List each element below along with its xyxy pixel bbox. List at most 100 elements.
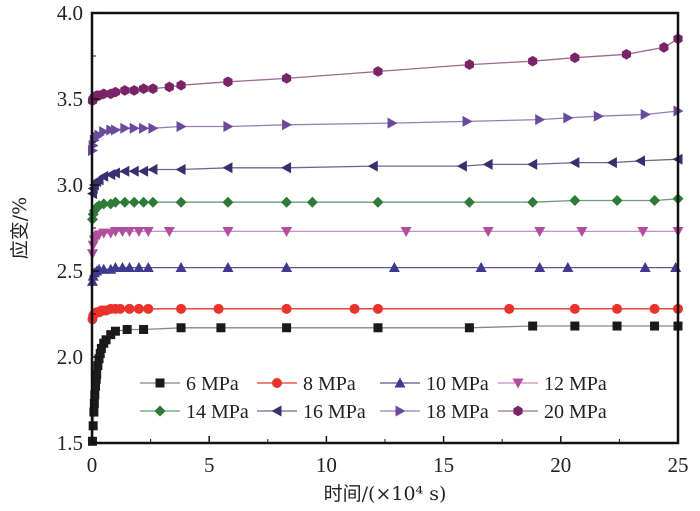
legend-item: 10 MPa [380, 373, 489, 395]
data-point [463, 196, 475, 208]
data-point [147, 196, 159, 208]
series-line [91, 110, 679, 151]
data-point [98, 170, 109, 182]
data-point [606, 157, 617, 169]
data-point [372, 303, 383, 314]
data-point [222, 162, 233, 174]
data-point [527, 158, 538, 170]
data-point [98, 263, 110, 274]
legend: 6 MPa 8 MPa 10 MPa 12 MPa 14 MPa 16 MPa 18 MPa… [140, 373, 607, 423]
data-point [611, 194, 623, 206]
data-point [110, 326, 120, 336]
data-point [570, 321, 580, 331]
data-point [133, 226, 145, 237]
data-point [534, 262, 546, 273]
y-tick-label: 3.5 [57, 87, 83, 111]
data-point [116, 226, 128, 237]
legend-item: 16 MPa [257, 401, 366, 423]
data-point [349, 303, 360, 314]
legend-label: 10 MPa [426, 373, 489, 395]
data-point [133, 303, 144, 314]
data-point [222, 196, 234, 208]
legend-item: 6 MPa [140, 373, 239, 395]
data-point [372, 196, 384, 208]
data-point [164, 81, 174, 93]
data-point [535, 114, 546, 126]
data-point [119, 165, 130, 177]
series-20-mpa [87, 33, 683, 107]
x-tick-label: 0 [87, 453, 98, 477]
data-point [462, 115, 473, 127]
data-point [99, 126, 110, 138]
data-point [528, 321, 538, 331]
data-point [93, 361, 103, 371]
data-point [527, 196, 539, 208]
series-line [91, 230, 678, 254]
ticks-layer: 0 5 10 15 20 25 1.5 2.0 2.5 3.0 3.5 4.0 [57, 1, 689, 477]
series-line [91, 158, 679, 194]
data-point [373, 66, 383, 77]
data-point [129, 122, 140, 134]
data-point [148, 83, 158, 94]
y-axis-label: 应变/% [9, 197, 31, 259]
data-point [569, 303, 580, 314]
data-point [282, 323, 292, 333]
data-point [120, 85, 130, 96]
data-point [139, 122, 150, 134]
x-axis-label: 时间/(×10⁴ s) [324, 483, 447, 505]
series-10-mpa [86, 262, 682, 286]
data-point [281, 262, 293, 273]
data-point [91, 381, 101, 391]
data-point [213, 303, 224, 314]
legend-label: 16 MPa [303, 401, 366, 423]
legend-item: 14 MPa [140, 401, 249, 423]
data-point [89, 407, 99, 417]
legend-label: 12 MPa [544, 373, 607, 395]
data-point [464, 323, 474, 333]
legend-item: 12 MPa [498, 373, 607, 395]
data-point [282, 119, 293, 131]
legend-marker [272, 378, 282, 388]
data-point [281, 162, 292, 174]
data-point [124, 226, 136, 237]
data-point [649, 194, 661, 206]
data-point [115, 303, 126, 314]
data-point [124, 262, 136, 273]
series-14-mpa [86, 193, 684, 225]
data-point [281, 303, 292, 314]
data-point [143, 303, 154, 314]
y-tick-label: 3.0 [57, 173, 83, 197]
data-point [129, 85, 139, 96]
data-point [122, 324, 132, 334]
data-point [109, 167, 120, 179]
data-point [96, 343, 106, 353]
x-tick-label: 5 [204, 453, 215, 477]
data-point [138, 83, 149, 94]
legend-marker [395, 405, 406, 417]
data-point [639, 262, 651, 273]
legend-item: 18 MPa [380, 401, 489, 423]
data-point [92, 369, 102, 379]
data-point [148, 122, 159, 134]
data-point [142, 226, 154, 237]
data-point [98, 198, 110, 210]
legend-label: 20 MPa [544, 401, 607, 423]
data-point [281, 226, 293, 237]
data-point [119, 196, 131, 208]
data-point [116, 262, 128, 273]
data-point [387, 117, 398, 129]
data-point [128, 196, 140, 208]
data-point [223, 76, 233, 88]
data-point [281, 73, 292, 84]
data-point [216, 323, 226, 333]
data-point [637, 226, 649, 237]
data-point [128, 165, 139, 177]
data-point [176, 323, 186, 333]
data-point [456, 160, 467, 172]
x-tick-label: 10 [316, 453, 337, 477]
data-point [175, 262, 187, 273]
legend-label: 18 MPa [426, 401, 489, 423]
data-point [482, 158, 493, 170]
data-point [570, 52, 580, 64]
